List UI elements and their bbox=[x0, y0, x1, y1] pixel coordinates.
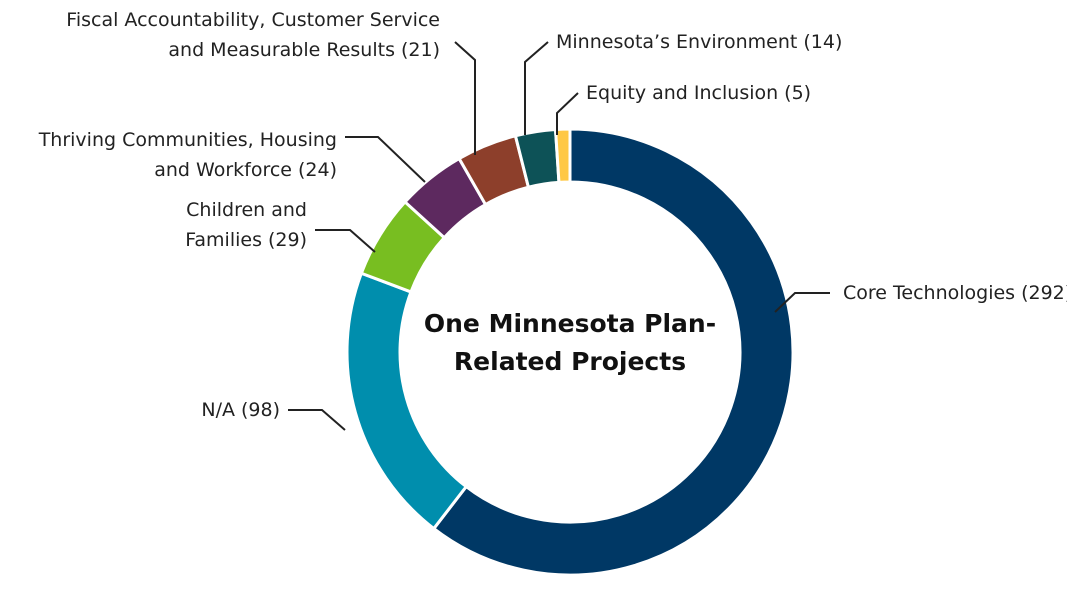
value-label: (292) bbox=[1021, 282, 1067, 304]
leader bbox=[345, 136, 426, 183]
label: Children and Families (29) bbox=[135, 195, 307, 255]
value-label: (24) bbox=[297, 159, 337, 181]
center-title: One Minnesota Plan-Related Projects bbox=[423, 309, 717, 376]
category: Core Technologies bbox=[843, 282, 1016, 304]
value-label: (21) bbox=[400, 39, 440, 61]
category: Fiscal Accountability, Customer Service … bbox=[66, 9, 440, 61]
label: Fiscal Accountability, Customer Service … bbox=[40, 5, 440, 65]
leader bbox=[556, 92, 579, 135]
slices bbox=[345, 127, 795, 577]
leader bbox=[288, 409, 346, 431]
label: Equity and Inclusion (5) bbox=[586, 78, 986, 108]
value-label: (29) bbox=[267, 229, 307, 251]
leader bbox=[315, 229, 376, 253]
category: Children and Families bbox=[185, 199, 307, 251]
value-label: (5) bbox=[784, 82, 812, 104]
slice bbox=[431, 127, 795, 577]
slice bbox=[553, 127, 572, 184]
label: Core Technologies(292) bbox=[843, 278, 1067, 308]
leader bbox=[524, 41, 549, 135]
label: Thriving Communities, Housing and Workfo… bbox=[0, 125, 337, 185]
label: Minnesota’s Environment (14) bbox=[556, 27, 956, 57]
value-label: (14) bbox=[803, 31, 843, 53]
leader bbox=[454, 41, 476, 155]
value-label: (98) bbox=[240, 399, 280, 421]
category: Minnesota’s Environment bbox=[556, 31, 798, 53]
label: N/A (98) bbox=[100, 395, 280, 425]
leader bbox=[774, 292, 830, 313]
category: N/A bbox=[201, 399, 235, 421]
category: Equity and Inclusion bbox=[586, 82, 779, 104]
category: Thriving Communities, Housing and Workfo… bbox=[38, 129, 337, 181]
